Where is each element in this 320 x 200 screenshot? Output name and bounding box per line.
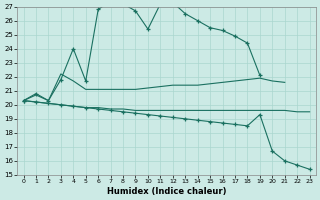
X-axis label: Humidex (Indice chaleur): Humidex (Indice chaleur) bbox=[107, 187, 226, 196]
